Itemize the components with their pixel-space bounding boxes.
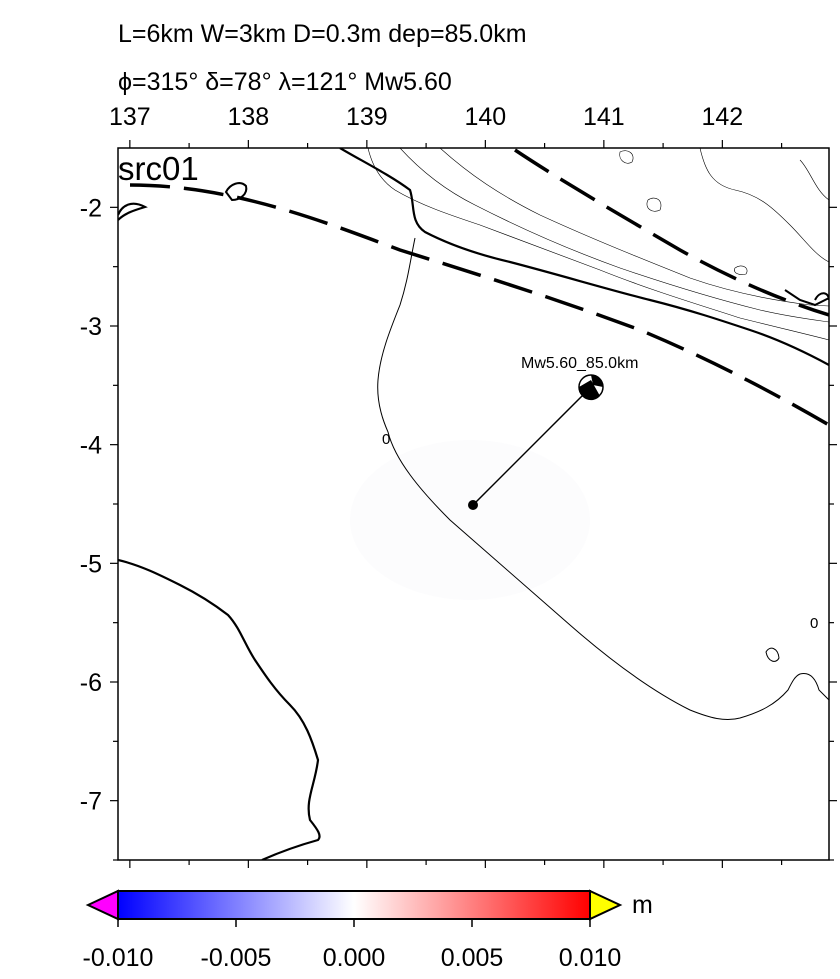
bathymetry-contour [699,148,829,263]
colorbar-tick-label: 0.005 [441,944,504,972]
epicenter-dot [468,500,478,510]
contour-label-1: 0 [382,431,390,448]
lat-tick-label: -6 [80,669,102,697]
bathymetry-contour [646,197,662,212]
colorbar-over-triangle [589,889,623,921]
coastline [784,289,829,307]
lon-tick-label: 140 [464,103,506,131]
coastline [118,558,321,860]
bathymetry-contour [619,150,634,164]
coastline [339,148,829,366]
lat-tick-label: -7 [80,788,102,816]
bathymetry-contour [439,148,829,307]
bathymetry-contour [399,148,829,323]
map-content [118,148,829,860]
bathymetry-contour [734,265,748,275]
bathymetry-contour [799,159,829,201]
lat-tick-label: -3 [80,313,102,341]
lat-tick-label: -5 [80,550,102,578]
epicenter-link-line [472,386,592,506]
colorbar: m -0.010 -0.005 0.000 0.005 0.010 [83,889,653,972]
beachball-icon [578,374,604,401]
coastline [224,182,248,202]
contour-label-2: 0 [810,615,818,632]
lat-tick-label: -4 [80,432,102,460]
axis-ticks: 137 138 139 140 141 142 -2 -3 -4 -5 -6 -7 [80,103,837,868]
bathymetry-contour [367,148,829,341]
colorbar-ticks: -0.010 -0.005 0.000 0.005 0.010 [83,919,622,972]
event-label: Mw5.60_85.0km [521,355,638,372]
lon-tick-label: 139 [346,103,388,131]
colorbar-tick-label: -0.005 [201,944,272,972]
lon-tick-label: 141 [583,103,625,131]
deformation-patch [350,440,590,600]
lon-tick-label: 137 [109,103,151,131]
panel-label: src01 [118,150,199,187]
colorbar-unit: m [632,891,653,919]
colorbar-tick-label: -0.010 [83,944,154,972]
deformation-zero-contour [765,647,780,662]
colorbar-gradient [117,890,591,920]
trench-line [129,183,829,427]
header-line-2: ϕ=315° δ=78° λ=121° Mw5.60 [118,68,452,96]
header-line-1: L=6km W=3km D=0.3m dep=85.0km [118,20,527,48]
colorbar-tick-label: 0.010 [559,944,622,972]
lat-tick-label: -2 [80,194,102,222]
deformation-zero-contour [377,237,829,721]
colorbar-tick-label: 0.000 [323,944,386,972]
trench-line [514,148,829,317]
lon-tick-label: 142 [701,103,743,131]
colorbar-under-triangle [85,889,119,921]
coastline [814,292,829,301]
lon-tick-label: 138 [227,103,269,131]
coastline [118,202,148,221]
